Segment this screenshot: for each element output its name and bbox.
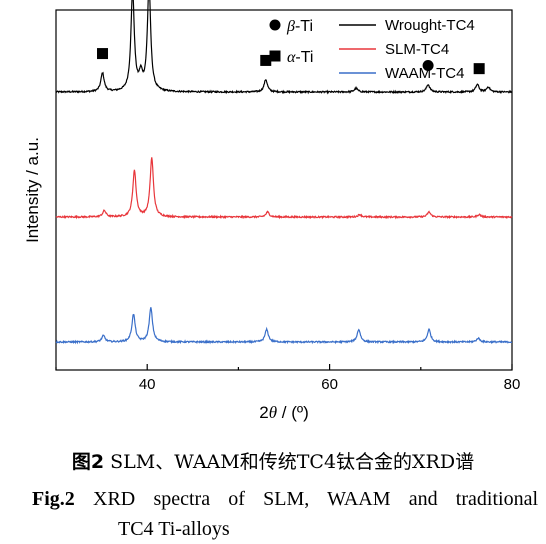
caption-chinese: 图2 SLM、WAAM和传统TC4钛合金的XRD谱 (0, 447, 546, 474)
phase-legend-greek: β (286, 18, 295, 35)
series-layer (55, 0, 513, 345)
series-line-wrought-tc4 (55, 0, 513, 95)
caption-chinese-text: SLM、WAAM和传统TC4钛合金的XRD谱 (104, 451, 475, 473)
beta-ti-marker (422, 59, 434, 71)
x-tick-label: 60 (321, 376, 338, 393)
phase-legend-greek: α (287, 49, 296, 66)
phase-legend-text: -Ti (295, 49, 313, 66)
plot-frame (55, 9, 513, 371)
phase-legend-text: -Ti (295, 18, 313, 35)
series-line-slm-tc4 (55, 157, 513, 220)
phase-legend-label: β-Ti (286, 18, 313, 35)
caption-chinese-label: 图2 (71, 451, 105, 473)
xrd-chart: 40 60 80 Wrought-TC4 SLM-TC4 WAAM-TC4 β-Ti α-… (23, 0, 521, 422)
markers-layer (97, 48, 485, 75)
x-axis-label-symbol: θ (269, 403, 277, 422)
x-axis-label-suffix: / (º) (277, 403, 309, 422)
caption-english-text-1: XRD spectra of SLM, WAAM and traditional (93, 488, 538, 510)
alpha-ti-marker (97, 48, 109, 60)
alpha-ti-marker (260, 54, 272, 66)
legend-label-waam-tc4: WAAM-TC4 (385, 65, 464, 82)
series-line-waam-tc4 (55, 307, 513, 345)
phase-legend-label: α-Ti (287, 49, 313, 66)
x-axis-label: 2θ / (º) (259, 403, 309, 422)
legend: Wrought-TC4 SLM-TC4 WAAM-TC4 (339, 17, 475, 82)
caption-english-line-2: TC4 Ti-alloys (118, 518, 230, 540)
x-tick-label: 80 (504, 376, 521, 393)
ticks-layer: 40 60 80 (55, 364, 521, 393)
y-axis-label: Intensity / a.u. (23, 137, 42, 243)
legend-label-wrought-tc4: Wrought-TC4 (385, 17, 475, 34)
phase-legend-square-icon (269, 50, 281, 62)
x-tick-label: 40 (139, 376, 156, 393)
phase-legend: β-Tiα-Ti (269, 18, 313, 66)
x-axis-label-prefix: 2 (259, 403, 268, 422)
alpha-ti-marker (473, 63, 485, 75)
caption-english-line-1: Fig.2 XRD spectra of SLM, WAAM and tradi… (32, 484, 538, 514)
phase-legend-circle-icon (269, 19, 281, 31)
caption-english-label: Fig.2 (32, 488, 75, 510)
legend-label-slm-tc4: SLM-TC4 (385, 41, 449, 58)
